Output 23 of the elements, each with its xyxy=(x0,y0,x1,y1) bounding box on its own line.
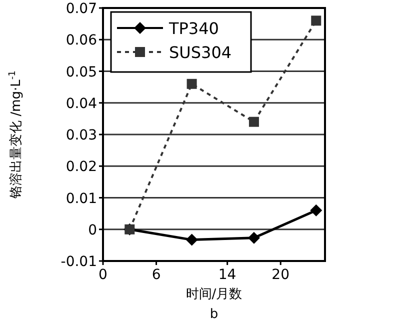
y-tick-label: 0.07 xyxy=(66,1,97,17)
legend-label: TP340 xyxy=(168,19,219,38)
legend-label: SUS304 xyxy=(169,43,232,62)
y-tick-label: 0.04 xyxy=(66,96,98,112)
point xyxy=(186,234,198,246)
point xyxy=(248,232,260,244)
x-tick-label: 0 xyxy=(98,267,108,283)
y-tick-label: -0.01 xyxy=(60,254,97,270)
point xyxy=(186,78,197,89)
y-tick-label: 0.03 xyxy=(66,128,97,144)
y-tick-label: 0.02 xyxy=(66,159,97,176)
x-axis-title: 时间/月数 xyxy=(186,287,242,302)
point xyxy=(248,116,259,127)
y-tick-label: 0.05 xyxy=(66,64,97,80)
x-tick-label: 20 xyxy=(272,267,290,283)
text: b xyxy=(210,307,218,322)
point xyxy=(311,16,322,26)
point xyxy=(310,204,322,216)
y-tick-label: 0.06 xyxy=(66,32,98,49)
y-tick-label: 0.01 xyxy=(66,190,97,207)
x-tick-label: 14 xyxy=(218,267,236,283)
y-tick-label: 0 xyxy=(88,222,97,238)
x-tick-label: 6 xyxy=(152,267,161,283)
